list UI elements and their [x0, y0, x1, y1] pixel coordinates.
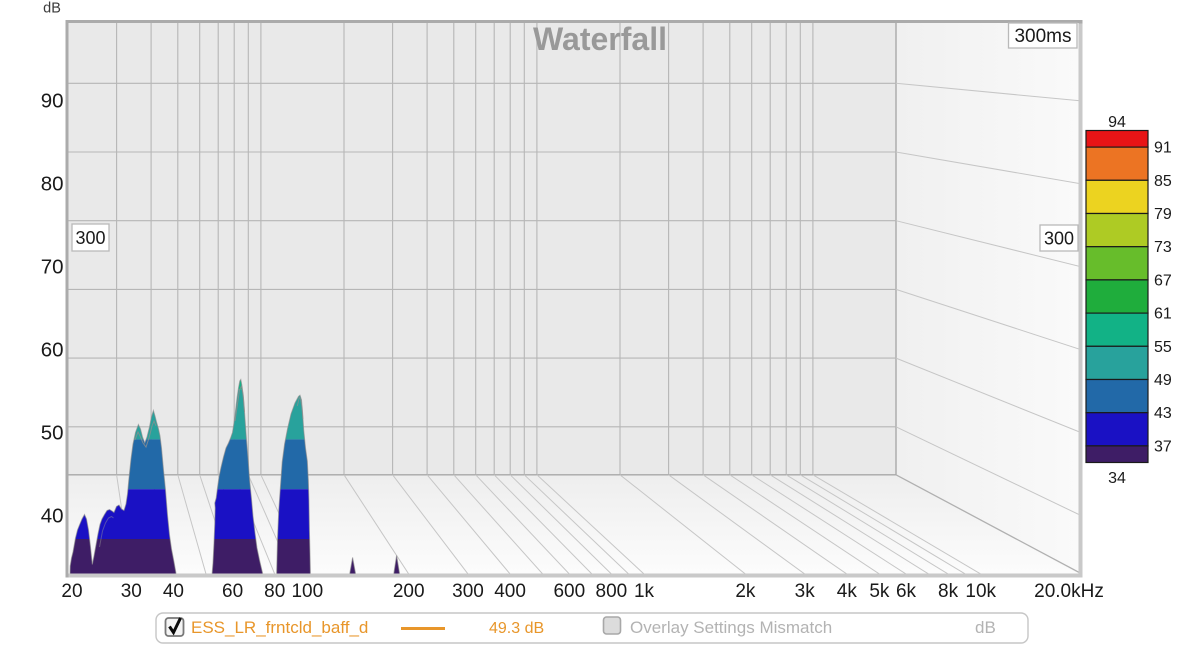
svg-text:2k: 2k [735, 581, 756, 602]
svg-text:60: 60 [41, 339, 64, 362]
svg-text:70: 70 [41, 256, 64, 279]
svg-text:20: 20 [61, 581, 82, 602]
svg-text:94: 94 [1108, 114, 1126, 131]
svg-text:79: 79 [1154, 206, 1172, 223]
svg-text:80: 80 [264, 581, 285, 602]
svg-text:49.3 dB: 49.3 dB [489, 620, 544, 637]
svg-text:20.0kHz: 20.0kHz [1034, 581, 1104, 602]
svg-text:5k: 5k [869, 581, 890, 602]
svg-text:400: 400 [494, 581, 526, 602]
svg-text:300: 300 [1044, 229, 1074, 249]
svg-text:dB: dB [975, 618, 996, 637]
svg-text:49: 49 [1154, 372, 1172, 389]
svg-text:dB: dB [43, 1, 61, 17]
svg-text:ESS_LR_frntcld_baff_d: ESS_LR_frntcld_baff_d [191, 618, 368, 637]
svg-text:6k: 6k [896, 581, 917, 602]
svg-text:50: 50 [41, 422, 64, 445]
svg-text:85: 85 [1154, 173, 1172, 190]
svg-text:40: 40 [41, 505, 64, 528]
svg-text:80: 80 [41, 173, 64, 196]
svg-text:Waterfall: Waterfall [533, 21, 667, 57]
svg-text:37: 37 [1154, 438, 1172, 455]
svg-text:91: 91 [1154, 140, 1172, 157]
svg-text:30: 30 [121, 581, 142, 602]
svg-text:73: 73 [1154, 239, 1172, 256]
svg-text:34: 34 [1108, 470, 1126, 487]
svg-text:3k: 3k [795, 581, 816, 602]
svg-text:300: 300 [452, 581, 484, 602]
svg-text:600: 600 [553, 581, 585, 602]
svg-text:Overlay Settings Mismatch: Overlay Settings Mismatch [630, 618, 832, 637]
svg-text:4k: 4k [837, 581, 858, 602]
svg-text:300ms: 300ms [1014, 26, 1071, 47]
svg-text:800: 800 [596, 581, 628, 602]
svg-text:40: 40 [163, 581, 184, 602]
svg-text:200: 200 [393, 581, 425, 602]
svg-text:67: 67 [1154, 272, 1172, 289]
svg-text:1k: 1k [634, 581, 655, 602]
svg-text:61: 61 [1154, 306, 1172, 323]
svg-text:43: 43 [1154, 405, 1172, 422]
svg-text:300: 300 [75, 228, 105, 248]
svg-text:90: 90 [41, 90, 64, 113]
svg-text:10k: 10k [965, 581, 996, 602]
svg-text:60: 60 [222, 581, 243, 602]
svg-text:55: 55 [1154, 339, 1172, 356]
svg-text:8k: 8k [938, 581, 959, 602]
svg-text:100: 100 [291, 581, 323, 602]
